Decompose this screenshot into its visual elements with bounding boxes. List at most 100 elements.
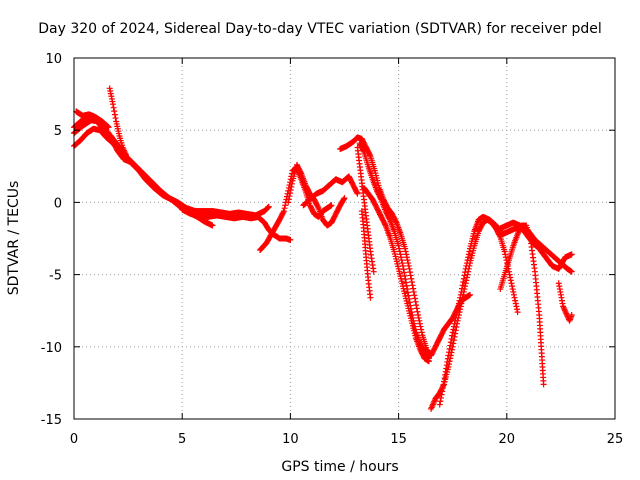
data-markers [71, 85, 575, 412]
data-point [451, 320, 458, 327]
data-point [511, 294, 518, 301]
data-point [401, 269, 408, 276]
series-track-14 [360, 184, 432, 365]
data-point [425, 358, 432, 365]
data-point [354, 190, 361, 197]
data-point [463, 262, 470, 269]
data-point [512, 297, 519, 304]
data-point [457, 291, 464, 298]
data-point [281, 205, 288, 212]
data-point [462, 269, 469, 276]
data-point [417, 323, 424, 330]
data-point [280, 208, 287, 215]
data-point [437, 394, 444, 401]
data-point [461, 272, 468, 279]
data-point [448, 335, 455, 342]
data-point [438, 391, 445, 398]
data-point [288, 180, 295, 187]
data-point [509, 286, 516, 293]
data-point [408, 275, 415, 282]
series-track-5 [106, 85, 129, 158]
data-point [455, 300, 462, 307]
data-point [264, 204, 271, 211]
data-point [398, 254, 405, 261]
data-point [453, 312, 460, 319]
data-point [540, 381, 547, 388]
series-track-16 [436, 213, 575, 408]
data-point [509, 283, 516, 290]
data-point [209, 222, 216, 229]
data-point [467, 291, 474, 298]
data-point [456, 297, 463, 304]
data-point [455, 303, 462, 310]
data-point [462, 265, 469, 272]
data-point [447, 339, 454, 346]
data-point [407, 269, 414, 276]
data-point [454, 306, 461, 313]
data-point [288, 183, 295, 190]
data-point [328, 202, 335, 209]
series-track-7 [257, 164, 335, 254]
data-point [568, 312, 575, 319]
data-point [501, 248, 508, 255]
data-point [287, 190, 294, 197]
data-point [449, 332, 456, 339]
data-point [465, 251, 472, 258]
data-point [418, 329, 425, 336]
data-point [265, 204, 272, 211]
x-tick-label: 0 [70, 432, 78, 447]
data-point [416, 320, 423, 327]
data-point [502, 254, 509, 261]
grid-lines [74, 58, 615, 419]
data-point [360, 147, 367, 154]
y-tick-label: 5 [54, 124, 62, 139]
data-point [450, 323, 457, 330]
data-point [340, 196, 347, 203]
data-point [403, 279, 410, 286]
data-point [112, 115, 119, 122]
x-tick-label: 5 [178, 432, 186, 447]
data-point [110, 104, 117, 111]
data-point [411, 295, 418, 302]
data-point [513, 303, 520, 310]
data-point [568, 251, 575, 258]
data-point [408, 279, 415, 286]
data-point [458, 285, 465, 292]
y-tick-label: -5 [49, 269, 62, 284]
series-track-4 [73, 108, 112, 131]
data-point [508, 280, 515, 287]
data-point [353, 189, 360, 196]
data-point [415, 312, 422, 319]
data-point [410, 288, 417, 295]
data-point [402, 245, 409, 252]
y-axis-label: SDTVAR / TECUs [6, 181, 22, 296]
data-point [397, 251, 404, 258]
data-point [287, 236, 294, 243]
axis-ticks: 0 5 10 15 20 25 10 5 0 -5 -10 -15 [41, 52, 624, 447]
data-point [510, 288, 517, 295]
data-point [111, 111, 118, 118]
series-track-10 [337, 134, 474, 359]
data-point [452, 314, 459, 321]
data-point [404, 289, 411, 296]
data-point [403, 251, 410, 258]
data-point [464, 257, 471, 264]
data-point [395, 242, 402, 249]
data-point [280, 209, 287, 216]
data-point [285, 196, 292, 203]
data-point [386, 215, 393, 222]
data-point [286, 193, 293, 200]
data-point [457, 294, 464, 301]
data-point [413, 305, 420, 312]
data-point [377, 195, 384, 202]
y-tick-label: -10 [41, 341, 62, 356]
data-point [502, 251, 509, 258]
data-point [507, 277, 514, 284]
data-point [285, 199, 292, 206]
data-point [407, 272, 414, 279]
series-track-18 [497, 219, 575, 272]
data-point [287, 187, 294, 194]
data-point [405, 260, 412, 267]
data-point [465, 254, 472, 261]
